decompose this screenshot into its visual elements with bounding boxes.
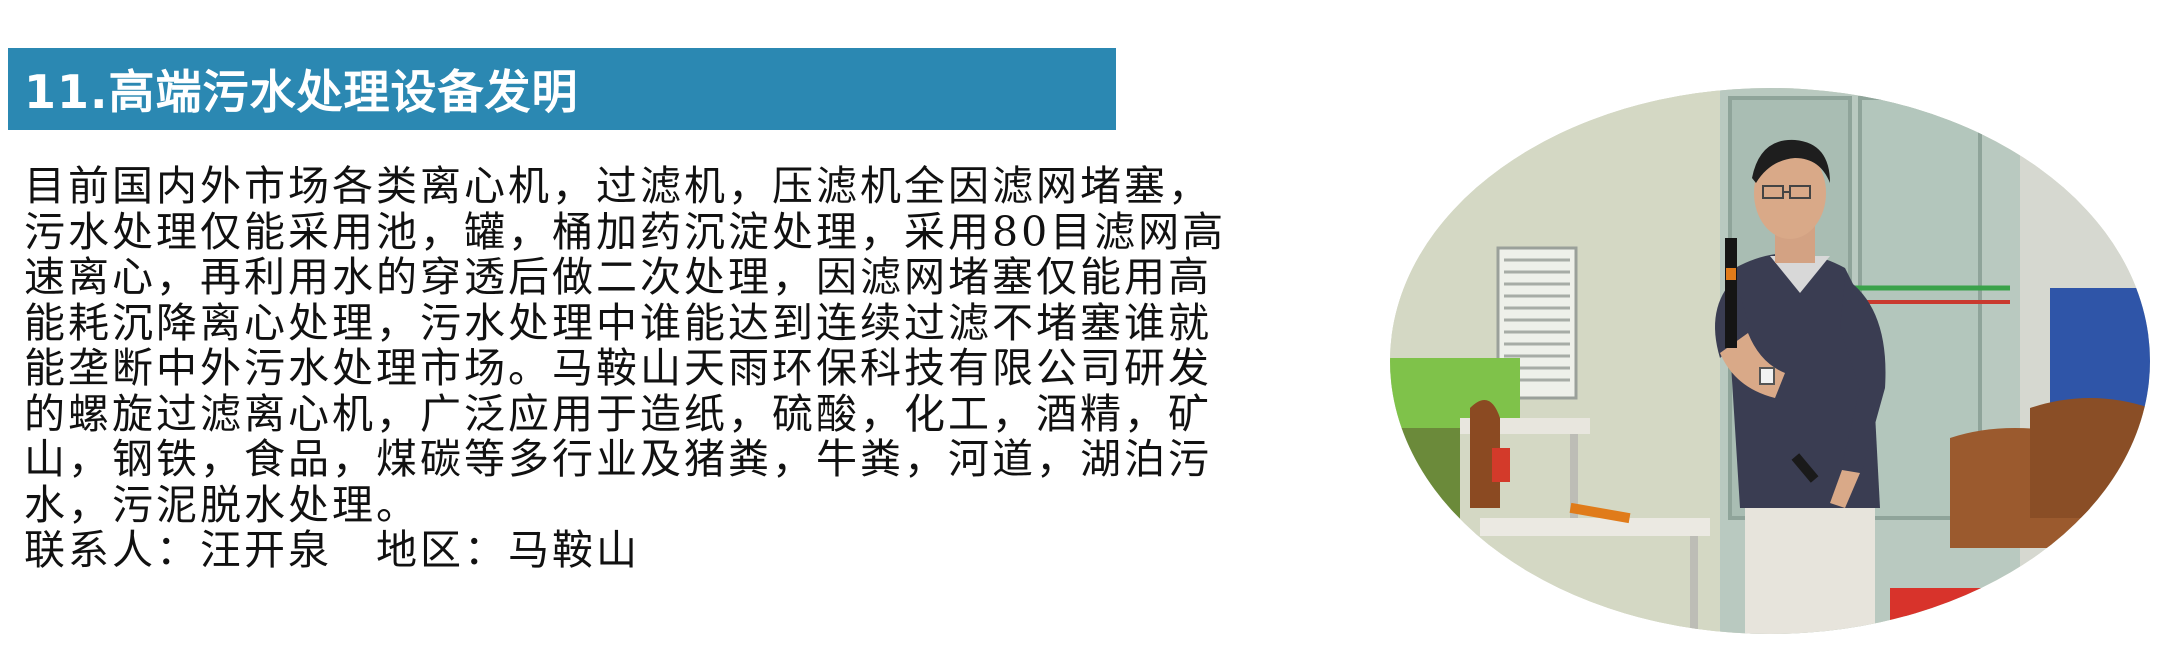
description-block: 目前国内外市场各类离心机，过滤机，压滤机全因滤网堵塞， 污水处理仅能采用池，罐，… [24,162,1380,574]
description-line: 山，钢铁，食品，煤碳等多行业及猪粪，牛粪，河道，湖泊污 [24,435,1212,483]
presenter-figure [1715,139,1886,634]
presenter-photo [1390,88,2150,634]
description-line: 能垄断中外污水处理市场。马鞍山天雨环保科技有限公司研发 [24,344,1212,392]
description-line: 速离心，再利用水的穿透后做二次处理，因滤网堵塞仅能用高 [24,253,1212,301]
description-line: 目前国内外市场各类离心机，过滤机，压滤机全因滤网堵塞， [24,162,1212,210]
presenter-photo-illustration [1390,88,2150,634]
contact-info: 联系人：汪开泉 地区：马鞍山 [24,526,640,574]
description-line: 的螺旋过滤离心机，广泛应用于造纸，硫酸，化工，酒精，矿 [24,389,1212,438]
section-title-bar: 11.高端污水处理设备发明 [8,48,1116,130]
description-line: 能耗沉降离心处理，污水处理中谁能达到连续过滤不堵塞谁就 [24,298,1212,347]
description-line: 水，污泥脱水处理。 [24,480,420,529]
description-line: 污水处理仅能采用池，罐，桶加药沉淀处理，采用80目滤网高 [24,207,1227,256]
section-title: 11.高端污水处理设备发明 [24,65,579,119]
